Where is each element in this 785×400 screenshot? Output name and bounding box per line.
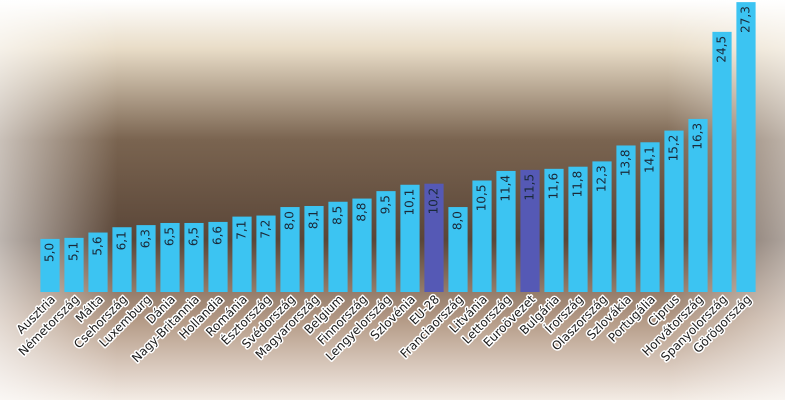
bar	[112, 227, 132, 292]
value-label: 24,5	[715, 36, 729, 63]
bar	[712, 31, 732, 292]
bar	[688, 118, 708, 292]
bar	[160, 222, 180, 292]
value-label: 27,3	[739, 6, 753, 33]
bar	[448, 207, 468, 292]
value-label: 8,8	[355, 203, 369, 222]
bar	[64, 237, 84, 292]
value-label: 6,3	[139, 229, 153, 248]
value-label: 6,6	[211, 226, 225, 245]
value-label: 13,8	[619, 149, 633, 176]
value-label: 16,3	[691, 123, 705, 150]
bar	[424, 183, 444, 292]
value-label: 14,1	[643, 146, 657, 173]
value-label: 6,1	[115, 231, 129, 250]
bar	[472, 180, 492, 292]
value-label: 12,3	[595, 165, 609, 192]
value-label: 8,0	[451, 211, 465, 230]
value-label: 9,5	[379, 195, 393, 214]
bar	[664, 130, 684, 292]
value-label: 10,5	[475, 185, 489, 212]
value-label: 5,0	[43, 243, 57, 262]
value-label: 10,2	[427, 188, 441, 215]
value-label: 11,4	[499, 175, 513, 202]
bar	[568, 166, 588, 292]
bar	[736, 2, 756, 293]
value-label: 11,8	[571, 171, 585, 198]
bar	[256, 215, 276, 292]
bar	[136, 225, 156, 292]
value-label: 15,2	[667, 135, 681, 162]
bar	[304, 205, 324, 292]
value-label: 8,1	[307, 210, 321, 229]
bar	[400, 184, 420, 292]
bar	[328, 201, 348, 292]
bar	[520, 169, 540, 292]
bar	[592, 161, 612, 292]
value-label: 7,1	[235, 221, 249, 240]
value-label: 11,5	[523, 174, 537, 201]
bar	[616, 145, 636, 292]
bar	[376, 191, 396, 292]
bar	[352, 198, 372, 292]
value-label: 8,5	[331, 206, 345, 225]
bar	[496, 170, 516, 292]
bar	[40, 238, 60, 292]
value-label: 10,1	[403, 189, 417, 216]
value-label: 11,6	[547, 173, 561, 200]
value-label: 5,6	[91, 237, 105, 256]
bar	[544, 168, 564, 292]
value-label: 7,2	[259, 220, 273, 239]
bar	[640, 142, 660, 292]
bar	[88, 232, 108, 292]
bar	[280, 207, 300, 292]
bar	[208, 221, 228, 292]
value-label: 8,0	[283, 211, 297, 230]
value-label: 6,5	[163, 227, 177, 246]
value-label: 6,5	[187, 227, 201, 246]
value-label: 5,1	[67, 242, 81, 261]
bar	[184, 222, 204, 292]
bar	[232, 216, 252, 292]
